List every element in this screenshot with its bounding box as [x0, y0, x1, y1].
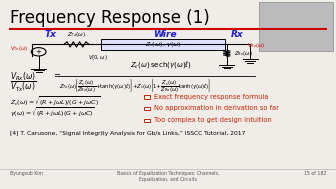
Text: $Z_c(\omega),\,\gamma(\omega)$: $Z_c(\omega),\,\gamma(\omega)$ [145, 40, 181, 49]
Text: $+$: $+$ [35, 47, 42, 56]
Text: Wire: Wire [153, 29, 176, 39]
Text: $Z_{Rx}(\omega)$: $Z_{Rx}(\omega)$ [234, 49, 252, 58]
Text: $Z_{Tx}(\omega)\!\left[\dfrac{Z_c(\omega)}{Z_{Rx}(\omega)}\!+\!\tanh(\gamma(\ome: $Z_{Tx}(\omega)\!\left[\dfrac{Z_c(\omega… [59, 77, 211, 94]
Text: $\dfrac{V_{Rx}(\omega)}{V_{Tx}(\omega)}$: $\dfrac{V_{Rx}(\omega)}{V_{Tx}(\omega)}$ [10, 71, 37, 94]
Bar [144, 107, 150, 110]
Text: $Z_c(\omega)\,\mathrm{sech}(\gamma(\omega)\ell)$: $Z_c(\omega)\,\mathrm{sech}(\gamma(\omeg… [130, 59, 192, 70]
Text: $V_{Rx}(\omega)$: $V_{Rx}(\omega)$ [247, 41, 265, 50]
Text: $Z_c(\omega) = \sqrt{(R+j\omega L)/(G+j\omega C)}$: $Z_c(\omega) = \sqrt{(R+j\omega L)/(G+j\… [10, 94, 100, 108]
Text: $l$: $l$ [161, 29, 165, 38]
Text: $V(0,\omega)$: $V(0,\omega)$ [88, 53, 107, 62]
Text: Too complex to get design intuition: Too complex to get design intuition [154, 117, 271, 123]
Text: $=$: $=$ [52, 70, 62, 79]
Text: No approximation in derivation so far: No approximation in derivation so far [154, 105, 279, 112]
Text: Tx: Tx [44, 30, 56, 40]
Bar [144, 119, 150, 122]
Bar [144, 95, 150, 99]
Text: Frequency Response (1): Frequency Response (1) [10, 9, 210, 27]
Text: 15 of 182: 15 of 182 [303, 171, 326, 176]
Text: $\gamma(\omega) = \sqrt{(R+j\omega L)(G+j\omega C)}$: $\gamma(\omega) = \sqrt{(R+j\omega L)(G+… [10, 106, 95, 119]
Text: Exact frequency response formula: Exact frequency response formula [154, 94, 268, 100]
Text: $V_{Tx}(\omega)$: $V_{Tx}(\omega)$ [10, 44, 29, 53]
Text: [4] T. Carusone, “Signal Integrity Analysis for Gb/s Links,” ISSCC Tutorial, 201: [4] T. Carusone, “Signal Integrity Analy… [10, 131, 246, 136]
Text: $Z_{Tx}(\omega)$: $Z_{Tx}(\omega)$ [67, 30, 86, 39]
Text: Rx: Rx [230, 30, 243, 40]
Bar [259, 2, 333, 51]
Text: Basics of Equalization Techniques: Channels,
Equalization, and Circuits: Basics of Equalization Techniques: Chann… [117, 171, 219, 182]
Text: Byungsub Kim: Byungsub Kim [10, 171, 43, 176]
FancyBboxPatch shape [101, 39, 225, 50]
